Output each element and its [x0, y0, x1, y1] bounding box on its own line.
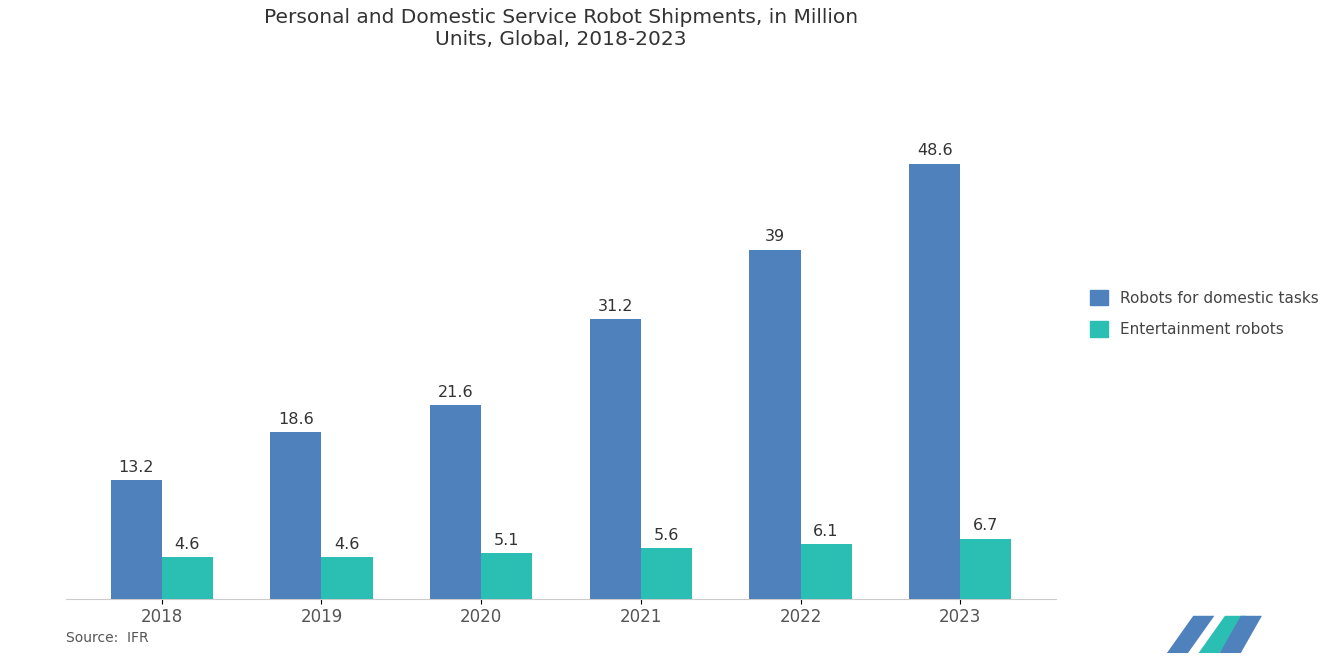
Text: 18.6: 18.6 — [279, 412, 314, 427]
Polygon shape — [1199, 616, 1246, 653]
Text: 48.6: 48.6 — [917, 144, 953, 158]
Bar — [800, 544, 851, 598]
Text: 6.1: 6.1 — [813, 523, 838, 539]
Text: 13.2: 13.2 — [119, 460, 154, 475]
Polygon shape — [1220, 616, 1262, 653]
Bar — [430, 406, 482, 598]
Bar — [960, 539, 1011, 599]
Bar — [271, 432, 322, 598]
Bar — [162, 557, 213, 598]
Text: 39: 39 — [764, 229, 785, 244]
Title: Personal and Domestic Service Robot Shipments, in Million
Units, Global, 2018-20: Personal and Domestic Service Robot Ship… — [264, 8, 858, 49]
Text: 21.6: 21.6 — [438, 385, 474, 400]
Text: 4.6: 4.6 — [334, 537, 360, 552]
Text: 5.6: 5.6 — [653, 528, 678, 543]
Legend: Robots for domestic tasks, Entertainment robots: Robots for domestic tasks, Entertainment… — [1084, 283, 1320, 343]
Bar — [322, 557, 372, 598]
Bar — [909, 164, 960, 598]
Text: 31.2: 31.2 — [598, 299, 634, 314]
Text: 4.6: 4.6 — [174, 537, 201, 552]
Bar — [111, 480, 162, 598]
Bar — [590, 319, 640, 598]
Polygon shape — [1167, 616, 1214, 653]
Text: Source:  IFR: Source: IFR — [66, 631, 149, 645]
Bar — [750, 250, 800, 598]
Text: 6.7: 6.7 — [973, 518, 998, 533]
Text: 5.1: 5.1 — [494, 533, 520, 547]
Bar — [482, 553, 532, 598]
Bar — [640, 549, 692, 598]
